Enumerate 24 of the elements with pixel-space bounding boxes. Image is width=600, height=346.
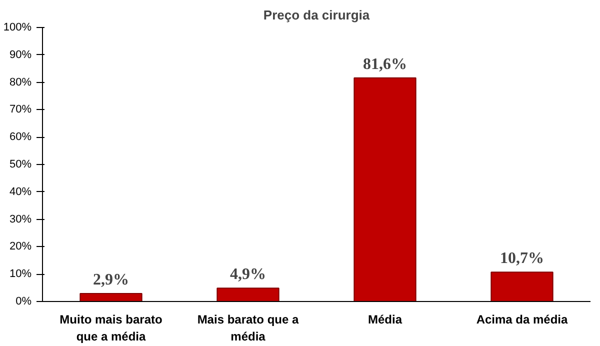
chart-title: Preço da cirurgia bbox=[263, 8, 370, 22]
y-tick-label: 80% bbox=[9, 76, 32, 88]
y-tick-label: 90% bbox=[9, 48, 32, 61]
y-tick-label: 70% bbox=[9, 104, 32, 116]
y-tick-label: 20% bbox=[9, 240, 32, 253]
y-tick-label: 40% bbox=[9, 186, 32, 198]
x-tick-label: Média bbox=[368, 312, 402, 326]
y-tick-label: 10% bbox=[9, 268, 32, 280]
y-tick-label: 60% bbox=[9, 131, 32, 144]
y-tick-label: 100% bbox=[3, 22, 32, 34]
y-tick-label: 0% bbox=[16, 296, 32, 308]
data-label: 81,6% bbox=[363, 56, 407, 73]
data-label: 2,9% bbox=[93, 272, 129, 289]
data-label: 4,9% bbox=[230, 266, 266, 284]
bar bbox=[216, 288, 280, 302]
bar bbox=[490, 272, 554, 302]
bar bbox=[80, 293, 142, 302]
x-tick-label: Acima da média bbox=[476, 312, 568, 326]
x-tick-label: Mais barato que a média bbox=[197, 312, 300, 344]
y-tick-label: 30% bbox=[9, 213, 32, 226]
x-tick-label: Muito mais barato que a média bbox=[60, 312, 162, 344]
data-label: 10,7% bbox=[500, 250, 544, 268]
bar bbox=[354, 77, 416, 302]
y-tick-label: 50% bbox=[9, 158, 32, 170]
